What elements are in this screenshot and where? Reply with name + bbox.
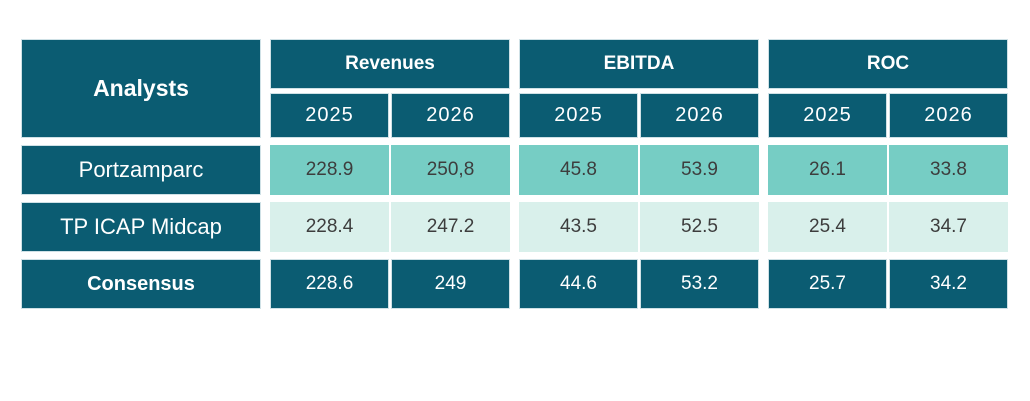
row-label-tp-icap-midcap: TP ICAP Midcap [21,202,261,252]
cell-ebitda-2026-tp-icap: 52.5 [640,202,759,252]
cell-roc-2025-consensus: 25.7 [768,259,887,309]
cell-ebitda-2025-tp-icap: 43.5 [519,202,638,252]
cell-roc-2025-tp-icap: 25.4 [768,202,887,252]
ebitda-header: EBITDA [519,39,759,89]
roc-row-consensus: 25.7 34.2 [768,259,1008,309]
group-ebitda: EBITDA 2025 2026 45.8 53.9 43.5 52.5 44.… [519,39,759,316]
group-roc: ROC 2025 2026 26.1 33.8 25.4 34.7 25.7 3… [768,39,1008,316]
cell-revenues-2026-consensus: 249 [391,259,510,309]
row-label-portzamparc: Portzamparc [21,145,261,195]
row-label-consensus: Consensus [21,259,261,309]
roc-row-tp-icap: 25.4 34.7 [768,202,1008,252]
roc-header: ROC [768,39,1008,89]
revenues-header: Revenues [270,39,510,89]
cell-revenues-2025-consensus: 228.6 [270,259,389,309]
revenues-2026-header: 2026 [391,93,510,138]
roc-2026-header: 2026 [889,93,1008,138]
cell-ebitda-2025-consensus: 44.6 [519,259,638,309]
cell-roc-2025-portzamparc: 26.1 [768,145,887,195]
analysts-column: Analysts Portzamparc TP ICAP Midcap Cons… [21,39,261,316]
table-board: Analysts Portzamparc TP ICAP Midcap Cons… [21,39,1008,316]
ebitda-row-tp-icap: 43.5 52.5 [519,202,759,252]
cell-ebitda-2026-consensus: 53.2 [640,259,759,309]
cell-roc-2026-consensus: 34.2 [889,259,1008,309]
ebitda-row-portzamparc: 45.8 53.9 [519,145,759,195]
revenues-row-portzamparc: 228.9 250,8 [270,145,510,195]
group-revenues: Revenues 2025 2026 228.9 250,8 228.4 247… [270,39,510,316]
cell-roc-2026-tp-icap: 34.7 [889,202,1008,252]
ebitda-2026-header: 2026 [640,93,759,138]
cell-ebitda-2025-portzamparc: 45.8 [519,145,638,195]
revenues-row-tp-icap: 228.4 247.2 [270,202,510,252]
roc-year-row: 2025 2026 [768,93,1008,138]
revenues-2025-header: 2025 [270,93,389,138]
cell-roc-2026-portzamparc: 33.8 [889,145,1008,195]
cell-revenues-2026-portzamparc: 250,8 [391,145,510,195]
analysts-header: Analysts [21,39,261,138]
cell-revenues-2025-portzamparc: 228.9 [270,145,389,195]
ebitda-2025-header: 2025 [519,93,638,138]
ebitda-year-row: 2025 2026 [519,93,759,138]
cell-revenues-2025-tp-icap: 228.4 [270,202,389,252]
revenues-year-row: 2025 2026 [270,93,510,138]
revenues-row-consensus: 228.6 249 [270,259,510,309]
cell-ebitda-2026-portzamparc: 53.9 [640,145,759,195]
ebitda-row-consensus: 44.6 53.2 [519,259,759,309]
cell-revenues-2026-tp-icap: 247.2 [391,202,510,252]
roc-row-portzamparc: 26.1 33.8 [768,145,1008,195]
roc-2025-header: 2025 [768,93,887,138]
